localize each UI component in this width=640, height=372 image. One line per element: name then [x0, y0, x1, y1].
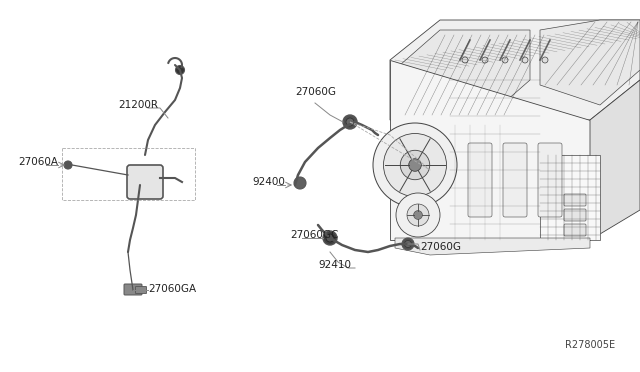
Polygon shape: [400, 30, 530, 115]
FancyBboxPatch shape: [127, 165, 163, 199]
Circle shape: [462, 57, 468, 63]
Text: 27060A: 27060A: [18, 157, 58, 167]
Text: 27060G: 27060G: [420, 242, 461, 252]
Polygon shape: [390, 60, 590, 240]
Circle shape: [413, 211, 422, 219]
Text: 92410: 92410: [318, 260, 351, 270]
Polygon shape: [390, 20, 640, 120]
Polygon shape: [540, 155, 600, 240]
FancyBboxPatch shape: [564, 224, 586, 236]
Circle shape: [502, 57, 508, 63]
FancyBboxPatch shape: [136, 286, 147, 294]
FancyBboxPatch shape: [564, 209, 586, 221]
Circle shape: [404, 241, 412, 247]
Circle shape: [294, 177, 306, 189]
Circle shape: [64, 161, 72, 169]
Circle shape: [343, 115, 357, 129]
Circle shape: [409, 159, 421, 171]
Polygon shape: [540, 20, 640, 105]
Circle shape: [482, 57, 488, 63]
Circle shape: [175, 65, 184, 74]
Text: 27060G: 27060G: [295, 87, 336, 97]
Circle shape: [407, 204, 429, 226]
Circle shape: [400, 150, 429, 180]
Text: R278005E: R278005E: [565, 340, 615, 350]
Circle shape: [402, 238, 414, 250]
Circle shape: [522, 57, 528, 63]
FancyBboxPatch shape: [564, 194, 586, 206]
FancyBboxPatch shape: [124, 284, 142, 295]
FancyBboxPatch shape: [468, 143, 492, 217]
Text: 27060GA: 27060GA: [148, 284, 196, 294]
Circle shape: [396, 193, 440, 237]
FancyBboxPatch shape: [538, 143, 562, 217]
Polygon shape: [395, 238, 590, 255]
FancyBboxPatch shape: [503, 143, 527, 217]
Circle shape: [373, 123, 457, 207]
Circle shape: [326, 234, 334, 242]
Text: 21200R: 21200R: [118, 100, 158, 110]
Circle shape: [323, 231, 337, 245]
Circle shape: [346, 118, 354, 126]
Text: 27060GC: 27060GC: [290, 230, 339, 240]
Text: 92400: 92400: [252, 177, 285, 187]
Polygon shape: [590, 80, 640, 240]
Circle shape: [542, 57, 548, 63]
Circle shape: [383, 134, 447, 196]
